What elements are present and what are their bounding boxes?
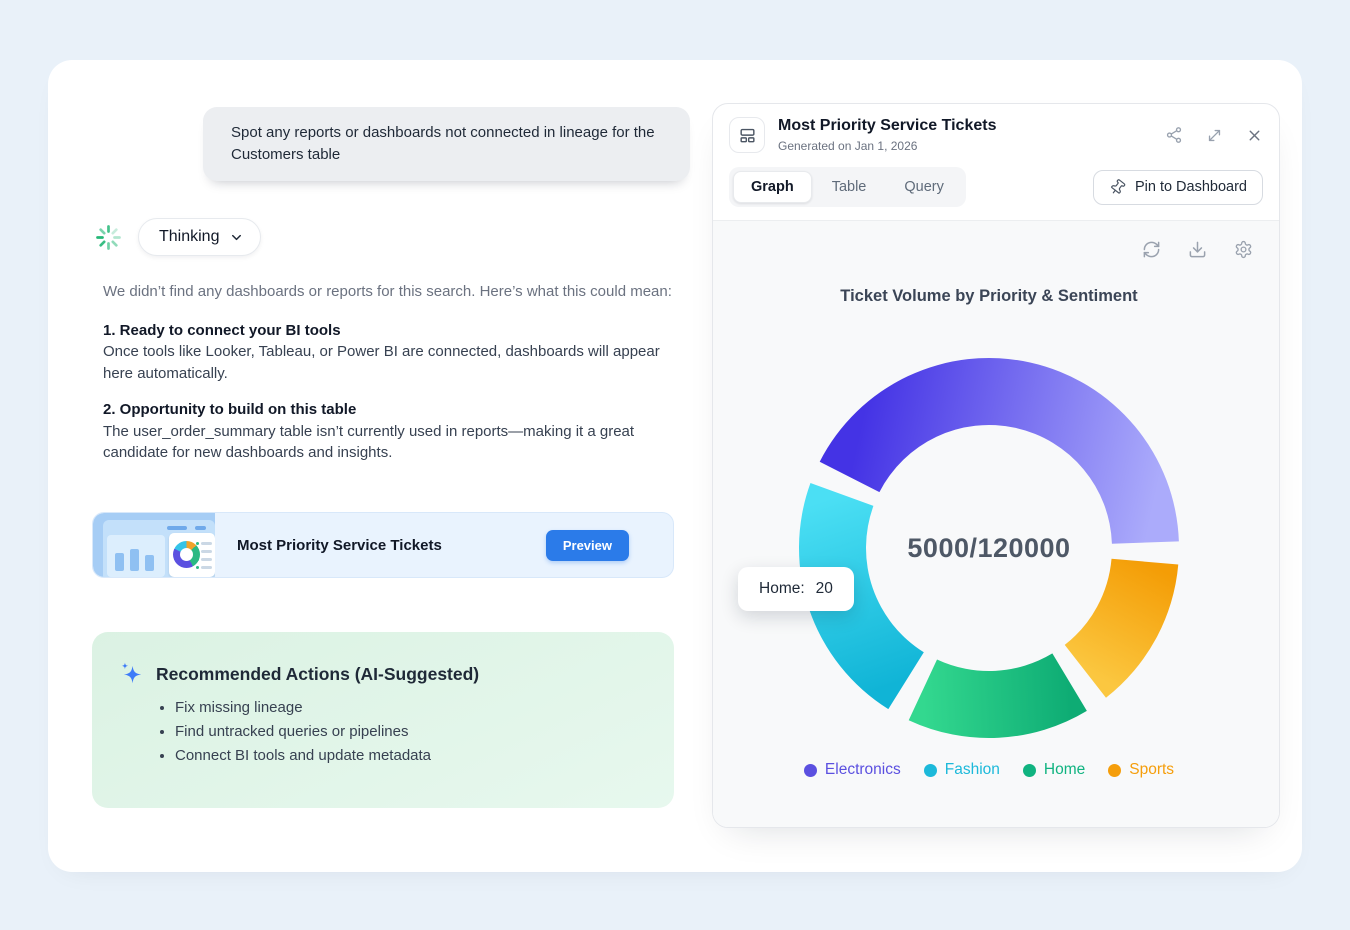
report-card[interactable]: Most Priority Service Tickets Preview: [92, 512, 674, 578]
report-thumbnail: [93, 513, 215, 577]
legend-label: Sports: [1129, 761, 1175, 778]
legend-label: Electronics: [824, 761, 901, 778]
legend-item-fashion[interactable]: Fashion: [923, 761, 1000, 779]
legend-label: Home: [1043, 761, 1086, 778]
recommended-action-item: Fix missing lineage: [175, 700, 431, 716]
legend-item-home[interactable]: Home: [1022, 761, 1086, 779]
chart-title: Ticket Volume by Priority & Sentiment: [840, 287, 1138, 305]
answer-point1-title: 1. Ready to connect your BI tools: [103, 321, 341, 339]
chart-area: Ticket Volume by Priority & Sentiment 50…: [713, 220, 1279, 827]
pin-to-dashboard-label: Pin to Dashboard: [1134, 179, 1247, 195]
tab-graph[interactable]: Graph: [733, 171, 812, 203]
thumbnail-legend: [196, 542, 212, 569]
legend-dot: [923, 763, 937, 777]
thinking-row: Thinking: [95, 218, 262, 256]
tabs-row: Graph Table Query Pin to Dashboard: [713, 163, 1279, 207]
answer-point2-body: The user_order_summary table isn’t curre…: [103, 422, 635, 462]
tooltip-value: 20: [815, 580, 833, 597]
report-panel: Most Priority Service Tickets Generated …: [712, 103, 1280, 828]
legend-item-sports[interactable]: Sports: [1108, 761, 1174, 779]
thumbnail-window: [103, 520, 215, 577]
tooltip-label: Home:: [759, 580, 805, 597]
recommended-actions-header: Recommended Actions (AI-Suggested): [119, 661, 479, 687]
recommended-action-item: Find untracked queries or pipelines: [175, 724, 431, 740]
settings-icon[interactable]: [1234, 240, 1253, 259]
report-card-title: Most Priority Service Tickets: [237, 536, 442, 554]
recommended-actions-panel: Recommended Actions (AI-Suggested) Fix m…: [92, 632, 674, 808]
answer-intro: We didn’t find any dashboards or reports…: [103, 283, 672, 300]
thinking-spinner-icon: [96, 224, 121, 250]
tab-query[interactable]: Query: [904, 179, 944, 195]
donut-chart: [799, 358, 1179, 739]
layout-dashboard-icon: [729, 117, 765, 153]
close-icon[interactable]: [1246, 127, 1263, 144]
donut-segment-sports[interactable]: [1064, 558, 1179, 698]
recommended-actions-title: Recommended Actions (AI-Suggested): [156, 663, 480, 684]
answer-point1-body: Once tools like Looker, Tableau, or Powe…: [103, 343, 660, 382]
chart-legend: Electronics Fashion Home Sports: [713, 761, 1265, 779]
legend-dot: [803, 763, 817, 777]
legend-dot: [1022, 763, 1036, 777]
main-card: Spot any reports or dashboards not conne…: [48, 60, 1302, 872]
donut-segment-home[interactable]: [908, 653, 1087, 739]
panel-header: Most Priority Service Tickets Generated …: [713, 104, 1279, 163]
recommended-actions-list: Fix missing lineage Find untracked querie…: [158, 700, 431, 772]
thinking-label: Thinking: [159, 228, 220, 245]
recommended-action-item: Connect BI tools and update metadata: [175, 748, 431, 764]
pin-to-dashboard-button[interactable]: Pin to Dashboard: [1092, 169, 1263, 205]
chevron-down-icon: [232, 234, 242, 240]
user-query-bubble: Spot any reports or dashboards not conne…: [203, 107, 690, 181]
share-icon[interactable]: [1165, 126, 1183, 144]
chart-toolbar: [1142, 240, 1253, 259]
refresh-icon[interactable]: [1142, 240, 1161, 259]
legend-label: Fashion: [944, 761, 1000, 778]
thumbnail-donut-card: [169, 533, 215, 577]
panel-title: Most Priority Service Tickets: [778, 117, 997, 134]
donut-segment-electronics[interactable]: [819, 358, 1179, 544]
thumbnail-donut-chart: [173, 541, 200, 568]
legend-item-electronics[interactable]: Electronics: [803, 761, 901, 779]
view-tabs: Graph Table Query: [729, 167, 966, 207]
chart-tooltip: Home: 20: [738, 567, 854, 611]
download-icon[interactable]: [1188, 240, 1207, 259]
answer-point2-title: 2. Opportunity to build on this table: [103, 401, 357, 418]
legend-dot: [1108, 763, 1122, 777]
preview-button[interactable]: Preview: [545, 529, 629, 561]
thumbnail-bar-chart: [107, 535, 165, 577]
donut-segment-fashion[interactable]: [799, 483, 924, 710]
pin-icon: [1111, 178, 1126, 194]
expand-icon[interactable]: [1206, 127, 1223, 144]
sparkles-icon: [121, 662, 142, 684]
assistant-answer: We didn’t find any dashboards or reports…: [103, 281, 691, 479]
thinking-toggle[interactable]: Thinking: [138, 218, 262, 256]
tab-table[interactable]: Table: [831, 179, 867, 195]
panel-subtitle: Generated on Jan 1, 2026: [778, 139, 918, 153]
